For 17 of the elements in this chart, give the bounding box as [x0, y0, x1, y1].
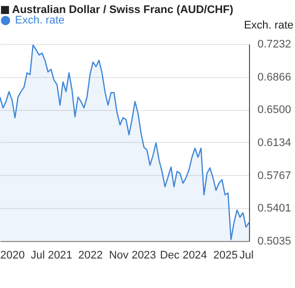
- legend-label: Exch. rate: [15, 14, 65, 26]
- chart-title: Australian Dollar / Swiss Franc (AUD/CHF): [12, 4, 234, 16]
- y-tick-label: 0.7232: [258, 38, 292, 50]
- y-tick-label: 0.6134: [258, 136, 292, 149]
- x-tick-label: 2025: [213, 250, 238, 262]
- x-tick-label: 2020: [0, 250, 25, 262]
- x-tick-label: Jul: [239, 250, 254, 262]
- y-tick-label: 0.5767: [258, 170, 292, 182]
- x-tick-label: Jul 2021: [30, 250, 72, 262]
- x-tick-label: 2022: [78, 250, 103, 262]
- y-tick-label: 0.6500: [258, 104, 292, 116]
- x-tick-label: Nov 2023: [108, 250, 156, 262]
- x-tick-label: Dec 2024: [160, 250, 208, 262]
- y-tick-label: 0.5035: [258, 236, 292, 248]
- y-tick-label: 0.6866: [258, 71, 292, 84]
- y-axis-title: Exch. rate: [244, 20, 294, 32]
- y-tick-label: 0.5401: [258, 202, 292, 215]
